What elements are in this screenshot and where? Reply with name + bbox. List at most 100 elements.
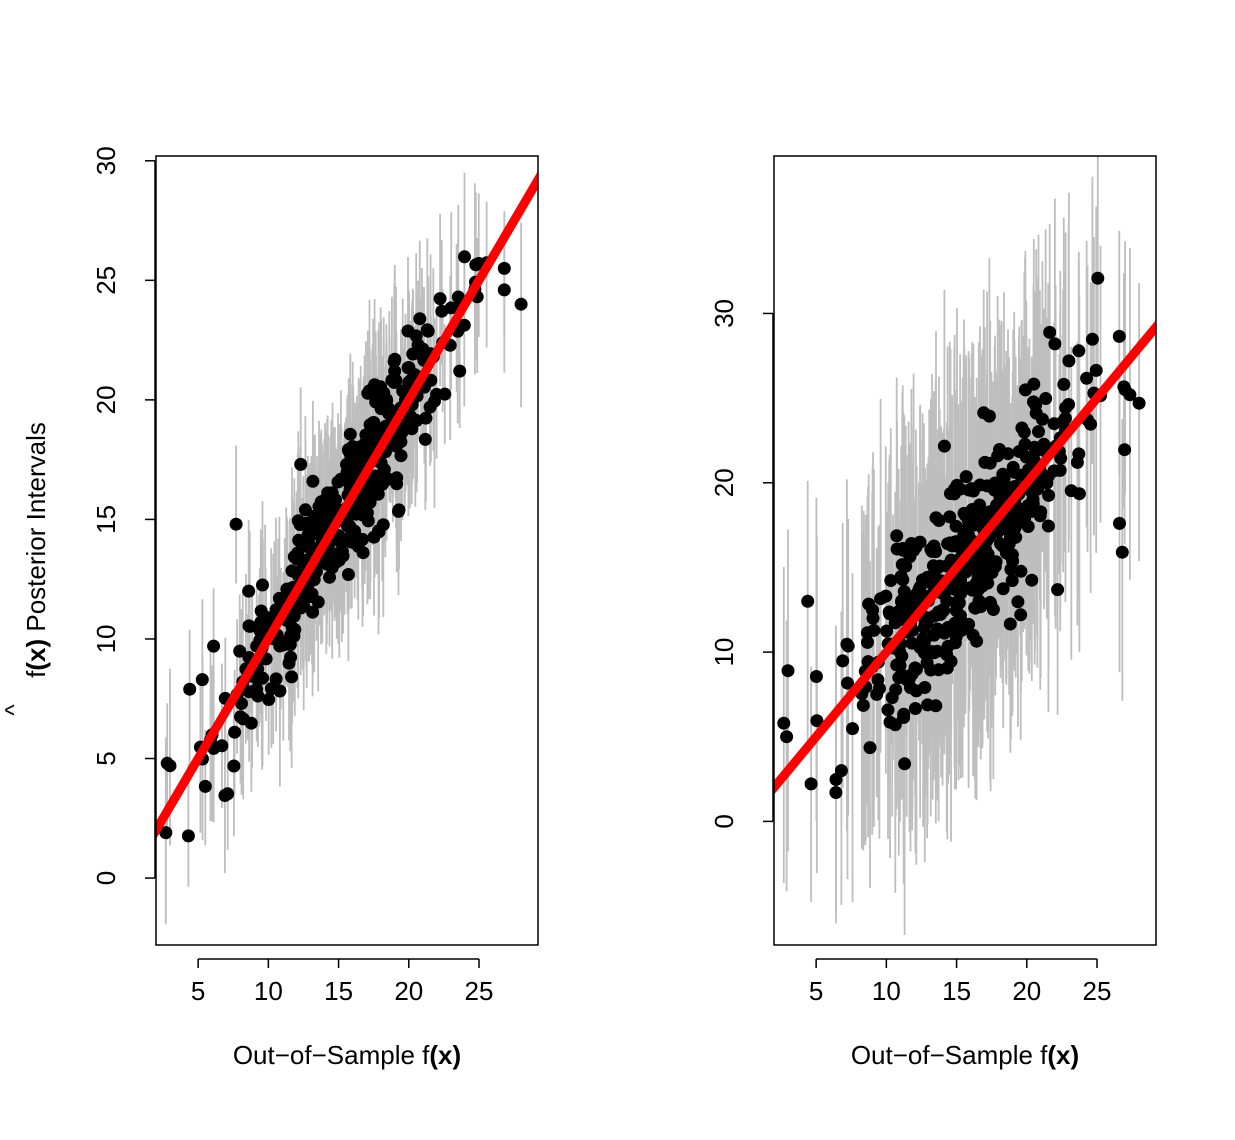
data-point-right-57 xyxy=(1042,488,1056,502)
data-point-left-277 xyxy=(244,716,258,730)
plot-frame-left xyxy=(155,155,539,946)
data-point-left-264 xyxy=(298,503,312,517)
data-point-left-409 xyxy=(301,528,315,542)
data-point-right-352 xyxy=(927,646,941,660)
y-tick-label-left-0: 0 xyxy=(91,871,121,885)
data-point-left-353 xyxy=(413,312,427,326)
y-axis-label: f(x) Posterior Intervals xyxy=(21,422,51,678)
data-point-left-428 xyxy=(242,584,256,598)
data-point-right-201 xyxy=(996,582,1010,596)
data-point-left-420 xyxy=(159,826,173,840)
data-point-right-238 xyxy=(943,510,957,524)
data-point-right-312 xyxy=(982,409,996,423)
data-point-left-383 xyxy=(469,258,483,272)
y-axis-label-f: f xyxy=(21,670,51,678)
data-point-right-259 xyxy=(1118,443,1132,457)
x-axis-right: 5 10 15 20 25 xyxy=(809,958,1111,1006)
data-point-left-89 xyxy=(341,568,355,581)
data-point-right-429 xyxy=(1115,545,1129,559)
data-point-right-423 xyxy=(801,594,815,608)
data-point-right-378 xyxy=(968,601,982,615)
data-point-right-191 xyxy=(1043,325,1057,339)
data-point-left-434 xyxy=(497,283,511,297)
data-point-right-403 xyxy=(1030,443,1044,457)
data-point-left-423 xyxy=(183,682,197,696)
data-point-left-408 xyxy=(255,671,269,685)
y-axis-label-text: Posterior Intervals xyxy=(21,422,51,632)
data-point-left-330 xyxy=(293,518,307,532)
x-axis-label-right-x: x xyxy=(1056,1040,1071,1070)
data-point-left-424 xyxy=(195,673,209,687)
data-point-left-429 xyxy=(294,457,308,471)
data-point-right-393 xyxy=(921,698,935,712)
data-point-left-406 xyxy=(369,469,383,483)
data-point-right-395 xyxy=(892,671,906,685)
data-point-left-391 xyxy=(291,599,305,613)
data-point-left-344 xyxy=(453,364,467,378)
data-point-right-357 xyxy=(903,550,917,564)
data-point-right-287 xyxy=(937,439,951,453)
data-point-right-404 xyxy=(885,691,899,705)
data-point-right-406 xyxy=(955,538,969,552)
y-tick-label-left-2: 10 xyxy=(91,625,121,654)
x-tick-label-right-2: 15 xyxy=(942,976,971,1006)
data-point-right-364 xyxy=(925,544,939,558)
data-point-left-433 xyxy=(514,297,528,311)
x-axis-label-left-open: ( xyxy=(429,1040,438,1070)
data-point-left-375 xyxy=(339,469,353,483)
panel-right: 5 10 15 20 25 0 10 20 30 Out−of−Sample f(x) xyxy=(709,155,1157,1070)
data-point-right-402 xyxy=(947,487,961,501)
data-point-left-388 xyxy=(408,413,422,427)
data-point-left-395 xyxy=(416,342,430,356)
data-point-right-413 xyxy=(1002,537,1016,551)
data-point-left-402 xyxy=(284,628,298,642)
data-point-left-311 xyxy=(306,605,320,619)
x-tick-label-left-1: 10 xyxy=(254,976,283,1006)
x-tick-label-right-1: 10 xyxy=(872,976,901,1006)
data-point-right-233 xyxy=(1072,344,1086,358)
data-point-right-407 xyxy=(1017,425,1031,439)
data-point-right-145 xyxy=(829,786,843,799)
data-point-right-381 xyxy=(1091,271,1105,285)
data-point-left-121 xyxy=(181,829,195,843)
x-axis-label-left-close: ) xyxy=(453,1040,462,1070)
data-point-left-247 xyxy=(262,693,276,706)
data-point-right-426 xyxy=(1048,337,1062,351)
data-point-right-265 xyxy=(1003,617,1017,631)
data-point-left-154 xyxy=(390,477,404,491)
data-point-right-128 xyxy=(1057,377,1071,391)
data-point-right-140 xyxy=(1039,392,1053,405)
data-point-right-215 xyxy=(841,676,854,690)
data-point-left-368 xyxy=(369,395,383,409)
data-point-right-366 xyxy=(988,560,1002,573)
data-point-right-419 xyxy=(1018,512,1032,526)
data-point-left-387 xyxy=(303,587,317,601)
data-point-right-422 xyxy=(781,664,795,678)
data-point-right-409 xyxy=(994,478,1008,492)
data-point-left-201 xyxy=(264,682,278,696)
data-point-right-385 xyxy=(1053,463,1067,477)
x-axis-label-right-open: ( xyxy=(1047,1040,1056,1070)
y-axis-left: 0 5 10 15 20 25 30 xyxy=(91,146,156,885)
data-point-left-422 xyxy=(163,759,177,773)
data-point-right-289 xyxy=(888,616,902,630)
x-axis-label-right-prefix: Out−of−Sample f xyxy=(851,1040,1048,1070)
data-point-right-415 xyxy=(1018,437,1032,451)
data-point-right-368 xyxy=(1085,332,1099,346)
x-tick-label-left-4: 25 xyxy=(465,976,494,1006)
data-point-left-138 xyxy=(306,474,320,488)
data-point-left-335 xyxy=(342,531,356,545)
data-point-left-9 xyxy=(269,672,283,686)
data-point-left-337 xyxy=(430,387,444,401)
data-point-right-43 xyxy=(804,777,818,791)
data-point-right-397 xyxy=(913,640,927,654)
data-point-right-240 xyxy=(924,663,938,677)
data-point-right-396 xyxy=(912,583,926,596)
data-point-left-220 xyxy=(343,427,357,441)
x-tick-label-left-0: 5 xyxy=(191,976,205,1006)
data-point-left-240 xyxy=(419,411,433,425)
data-point-right-268 xyxy=(880,624,894,638)
data-point-right-427 xyxy=(1062,354,1076,368)
